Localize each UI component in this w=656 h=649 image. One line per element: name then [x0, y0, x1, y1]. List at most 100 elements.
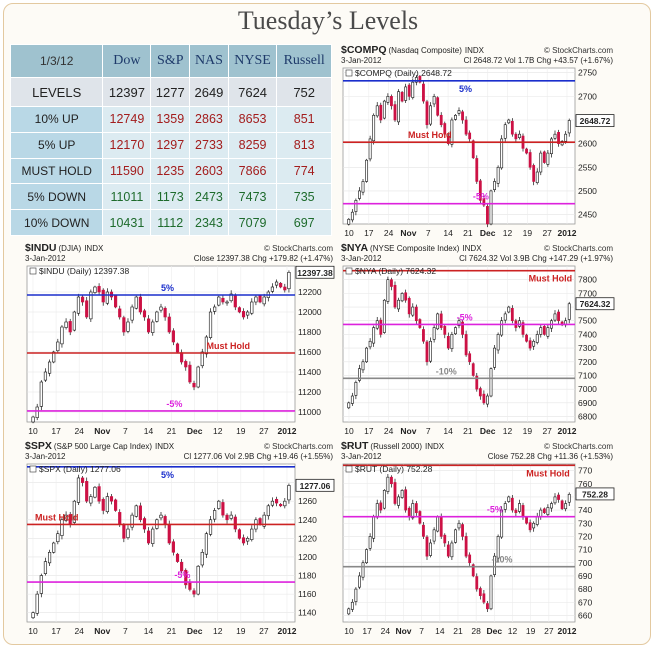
candle — [283, 500, 287, 507]
candle — [72, 311, 76, 331]
last-price-box — [575, 487, 615, 501]
x-tick-label: 27 — [259, 426, 269, 436]
x-tick-label: 19 — [526, 626, 536, 636]
x-tick-label: 21 — [463, 228, 473, 238]
candle — [532, 340, 536, 347]
candle — [184, 361, 188, 368]
y-tick-label: 7000 — [578, 384, 597, 394]
candle — [393, 104, 397, 121]
x-tick-label: 14 — [144, 426, 154, 436]
cell-value: 813 — [276, 131, 332, 159]
candle — [539, 327, 543, 335]
candle — [390, 96, 393, 107]
chart-svg: $NYA (NYSE Composite Index) INDX © StockCha… — [341, 242, 615, 436]
x-tick-label: 2012 — [278, 426, 297, 436]
x-tick-label: 21 — [463, 426, 473, 436]
candle — [188, 364, 192, 383]
candle — [443, 534, 447, 544]
candle — [503, 313, 507, 321]
x-tick-label: 12 — [508, 626, 518, 636]
candle — [52, 542, 56, 553]
candle — [35, 406, 39, 418]
x-tick-label: 7 — [123, 626, 128, 636]
candle — [468, 554, 472, 564]
y-tick-label: 670 — [578, 597, 592, 607]
chart-source: © StockCharts.com — [544, 46, 613, 55]
candle — [482, 198, 486, 206]
candle — [525, 516, 528, 524]
row-label: MUST HOLD — [9, 157, 104, 185]
candle — [221, 502, 225, 516]
candle — [151, 528, 155, 544]
candle — [500, 138, 504, 169]
x-tick-label: 27 — [542, 426, 552, 436]
candle — [382, 299, 386, 333]
candle — [262, 296, 266, 305]
candle — [217, 500, 221, 509]
candle — [407, 298, 411, 315]
x-tick-label: 17 — [51, 626, 61, 636]
cell-value: 1235 — [150, 157, 191, 185]
candle — [475, 576, 479, 590]
candle — [553, 496, 557, 504]
cell-value: 1297 — [150, 131, 191, 159]
candle — [354, 200, 358, 212]
candle — [510, 308, 514, 322]
legend-label: $SPX (Daily) 1277.06 — [39, 464, 121, 474]
candle — [101, 498, 105, 511]
cell-value: 8259 — [227, 131, 278, 159]
candle — [478, 388, 482, 397]
x-tick-label: 17 — [362, 626, 372, 636]
x-tick-label: 14 — [443, 228, 453, 238]
page-title: Tuesday’s Levels — [237, 6, 419, 35]
col-sp: S&P — [150, 44, 191, 78]
x-tick-label: 19 — [236, 426, 246, 436]
candle — [118, 512, 122, 525]
candle — [418, 75, 422, 83]
candle — [450, 119, 454, 145]
col-dow: Dow — [102, 44, 152, 78]
candle — [76, 296, 81, 314]
last-price-label: 12397.38 — [297, 268, 333, 278]
last-price-box — [575, 114, 615, 128]
candle — [550, 503, 553, 509]
candle — [64, 321, 68, 328]
candle — [109, 496, 114, 502]
last-price-label: 2648.72 — [580, 116, 611, 126]
candle — [105, 291, 109, 304]
candle — [457, 320, 461, 327]
level-label: Must Hold — [526, 468, 570, 478]
level-label: -5% — [166, 399, 182, 409]
chart-source: © StockCharts.com — [264, 244, 333, 253]
chart-symbol: $SPX (S&P 500 Large Cap Index) INDX — [25, 440, 175, 452]
level-label: -10% — [491, 555, 512, 565]
row-label: 5% DOWN — [9, 183, 104, 211]
chart-spx: $SPX (S&P 500 Large Cap Index) INDX © Stock… — [23, 440, 335, 638]
legend-label: $NYA (Daily) 7624.32 — [355, 266, 436, 276]
cell-value: 697 — [276, 209, 332, 236]
cell-value: 774 — [276, 157, 332, 185]
candle — [542, 151, 546, 163]
candle — [126, 528, 130, 539]
candle — [142, 310, 147, 318]
candle — [213, 510, 217, 520]
candle — [514, 509, 518, 514]
chart-svg: $SPX (S&P 500 Large Cap Index) INDX © Stock… — [25, 440, 335, 636]
candle — [443, 123, 447, 135]
candle — [39, 381, 43, 407]
row-label: 5% UP — [9, 131, 104, 159]
x-tick-label: 24 — [384, 426, 394, 436]
x-tick-label: 7 — [419, 626, 424, 636]
y-tick-label: 11200 — [298, 387, 321, 397]
candle — [493, 347, 496, 368]
candle — [354, 382, 358, 396]
candle — [229, 293, 233, 302]
x-tick-label: 14 — [443, 426, 453, 436]
candle — [422, 524, 425, 537]
candle — [422, 329, 425, 342]
plot-area — [342, 67, 576, 225]
candle — [471, 363, 475, 376]
chart-rut: $RUT (Russell 2000) INDX © StockCharts.com 3… — [339, 440, 615, 638]
candle — [43, 371, 48, 381]
candle — [390, 476, 393, 485]
